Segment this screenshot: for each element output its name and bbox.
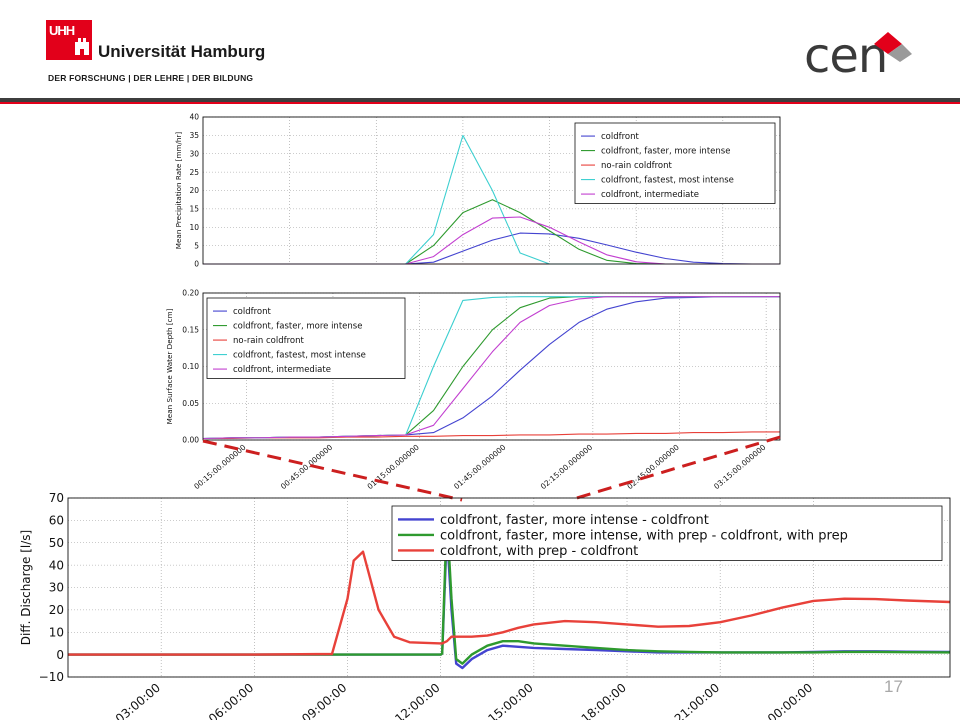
university-hamburg-logo: UHH Universität Hamburg DER FORSCHUNG | … [46, 20, 276, 90]
plot-frame [67, 497, 951, 678]
header-divider [0, 98, 960, 102]
x-tick-label: 09:00:00 [299, 681, 349, 720]
x-tick-label: 03:00:00 [113, 681, 163, 720]
y-tick-label: 35 [189, 131, 199, 140]
y-tick-label: 30 [189, 149, 199, 158]
y-tick-label: 0 [56, 648, 64, 662]
plot-frame [202, 292, 781, 441]
surface-water-depth-chart: 0.00 0.05 0.10 0.15 0.20 00:15:00.000000 00:45… [165, 289, 781, 491]
x-tick-label: 12:00:00 [392, 681, 442, 720]
legend-label: coldfront, faster, more intense - coldfr… [440, 513, 709, 528]
legend-label: coldfront [233, 307, 272, 317]
x-tick-label: 00:00:00 [765, 681, 815, 720]
y-tick-label: 20 [49, 603, 64, 617]
legend-label: coldfront, faster, more intense, with pr… [440, 528, 848, 543]
discharge-difference-chart: −10 0 10 20 30 40 50 60 70 03:00:00 06:00:00 09:00:… [19, 491, 951, 720]
y-tick-label: 0 [194, 260, 199, 269]
y-tick-label: −10 [39, 670, 64, 684]
x-tick-label: 00:45:00.000000 [279, 442, 335, 491]
legend-label: coldfront [601, 132, 640, 142]
uhh-logo-mark: UHH [46, 20, 92, 60]
x-tick-label: 15:00:00 [485, 681, 535, 720]
zoom-connector-right [569, 435, 781, 502]
legend-label: coldfront, intermediate [601, 190, 699, 200]
y-tick-label: 40 [189, 113, 199, 122]
uhh-logo-mark-text: UHH [49, 23, 75, 38]
x-tick-label: 02:45:00.000000 [625, 442, 681, 491]
y-tick-label: 15 [189, 205, 199, 214]
x-tick-label: 02:15:00.000000 [539, 442, 595, 491]
university-tagline: DER FORSCHUNG | DER LEHRE | DER BILDUNG [48, 73, 254, 83]
x-tick-label: 01:45:00.000000 [452, 442, 508, 491]
y-tick-label: 0.15 [182, 325, 199, 334]
legend-label: coldfront, faster, more intense [233, 322, 362, 332]
y-tick-label: 10 [49, 625, 64, 639]
castle-icon [75, 38, 89, 55]
precipitation-chart: 0 5 10 15 20 25 30 35 40 Mean Precipitation Rate … [174, 113, 781, 269]
legend-label: no-rain coldfront [233, 336, 304, 346]
zoom-connector-left [202, 439, 463, 502]
legend-label: no-rain coldfront [601, 161, 672, 171]
legend-box [574, 122, 776, 204]
x-tick-label: 00:15:00.000000 [192, 442, 248, 491]
x-tick-label: 03:15:00.000000 [712, 442, 768, 491]
series-line [203, 431, 780, 440]
x-tick-label: 21:00:00 [672, 681, 722, 720]
y-tick-label: 25 [189, 168, 199, 177]
x-tick-label: 01:15:00.000000 [366, 442, 422, 491]
y-tick-label: 20 [189, 186, 199, 195]
y-tick-label: 0.05 [182, 399, 199, 408]
y-tick-label: 30 [49, 581, 64, 595]
legend-box [206, 297, 406, 379]
cen-logo-text: cen [804, 28, 888, 84]
series-line [68, 514, 951, 665]
y-tick-label: 10 [189, 223, 199, 232]
y-tick-label: 50 [49, 536, 64, 550]
plot-frame [202, 116, 781, 265]
y-tick-label: 70 [49, 491, 64, 505]
page-number: 17 [884, 677, 903, 696]
y-tick-label: 0.00 [182, 436, 199, 445]
x-tick-label: 06:00:00 [206, 681, 256, 720]
legend-label: coldfront, fastest, most intense [601, 176, 734, 186]
legend-label: coldfront, intermediate [233, 365, 331, 375]
y-axis-label: Diff. Discharge [l/s] [19, 530, 33, 645]
y-axis-label: Mean Precipitation Rate [mm/hr] [174, 132, 183, 250]
y-tick-label: 60 [49, 514, 64, 528]
x-tick-label: 18:00:00 [579, 681, 629, 720]
legend-label: coldfront, with prep - coldfront [440, 544, 638, 559]
legend-label: coldfront, fastest, most intense [233, 351, 366, 361]
y-tick-label: 0.10 [182, 362, 199, 371]
series-line [202, 296, 780, 440]
cen-logo-shape [874, 32, 912, 62]
legend-box [391, 505, 943, 561]
y-axis-label: Mean Surface Water Depth [cm] [165, 308, 174, 424]
header-divider-accent [0, 102, 960, 104]
cen-logo: cen [800, 28, 920, 86]
y-tick-label: 40 [49, 558, 64, 572]
university-name: Universität Hamburg [98, 42, 266, 61]
y-tick-label: 0.20 [182, 289, 199, 298]
y-tick-label: 5 [194, 241, 199, 250]
series-line [68, 550, 951, 656]
legend-label: coldfront, faster, more intense [601, 147, 730, 157]
